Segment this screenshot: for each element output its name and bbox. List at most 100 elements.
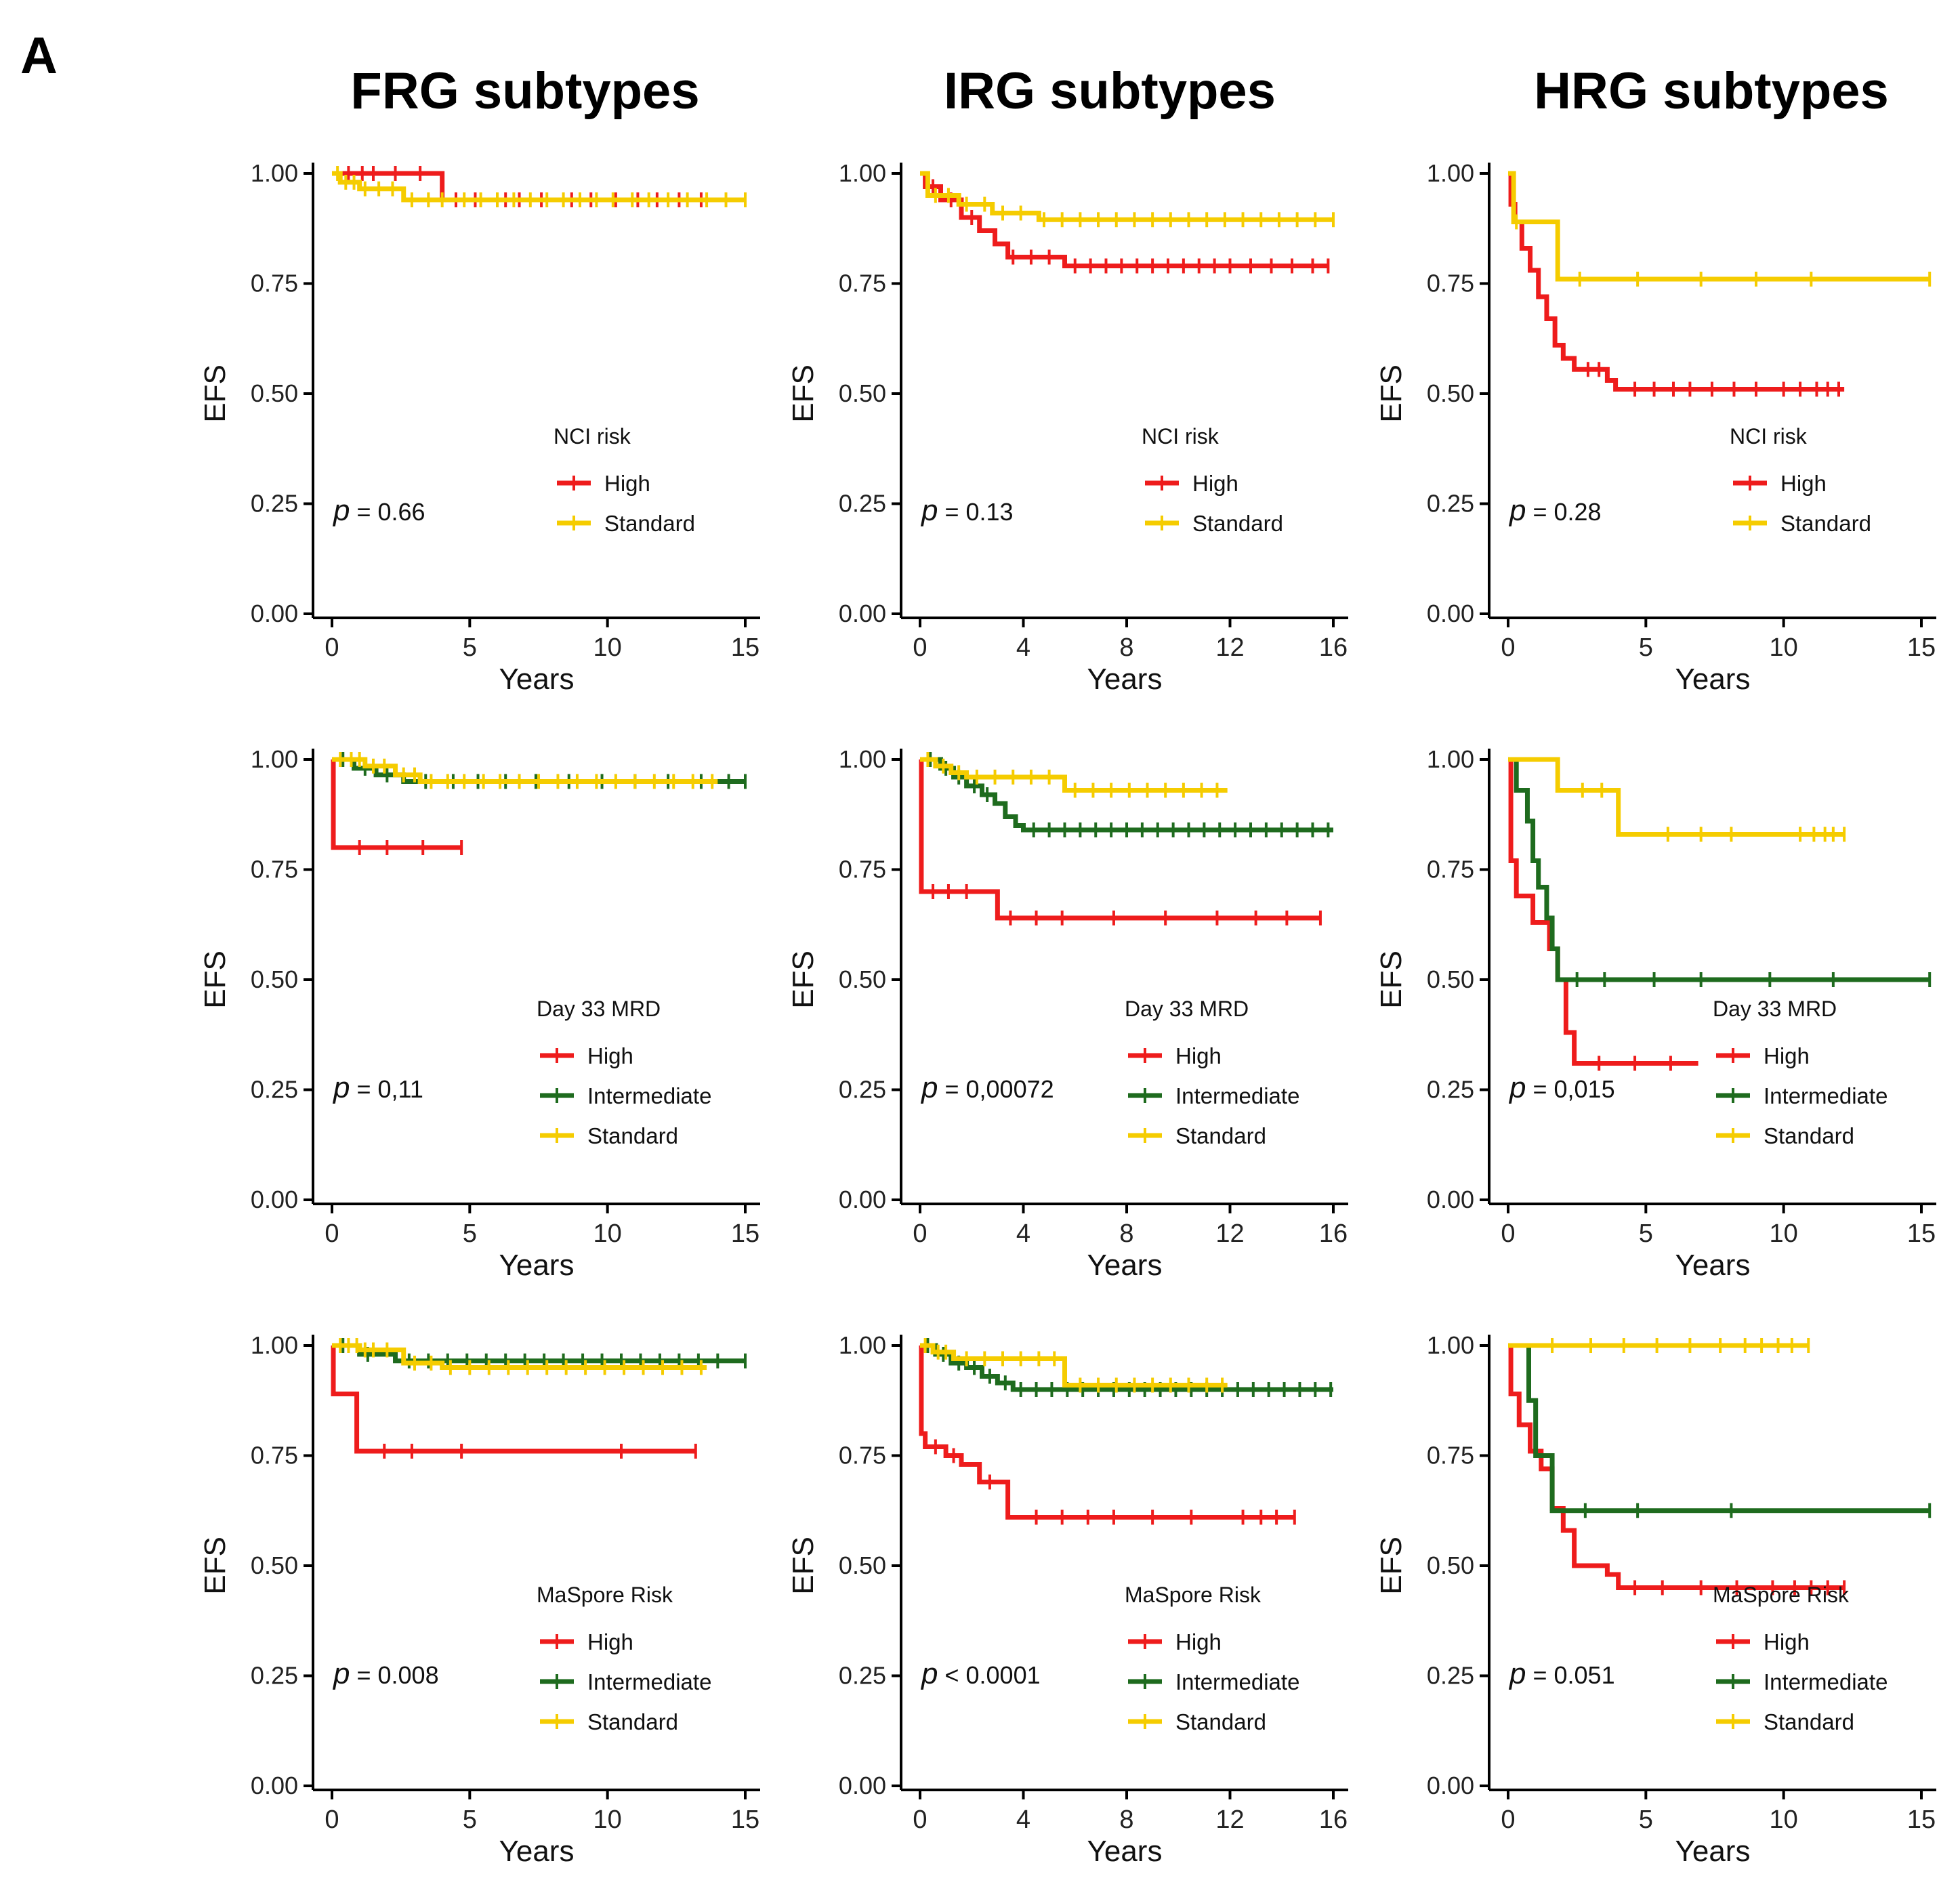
y-tick-label: 0.75 [251,270,298,297]
x-tick-label: 15 [1907,633,1936,662]
x-axis-label: Years [1675,1835,1751,1868]
legend-item-label: Standard [587,1123,678,1148]
x-axis-label: Years [1087,1835,1163,1868]
x-tick-label: 10 [1770,1806,1798,1834]
series-standard [920,1338,1228,1393]
y-tick-label: 0.25 [839,1662,886,1690]
series-standard [1508,171,1932,287]
y-tick-label: 1.00 [839,745,886,773]
legend-item-label: Standard [1175,1123,1266,1148]
legend: Day 33 MRD High Intermediate Standard [537,997,711,1148]
y-tick-label: 1.00 [839,159,886,187]
y-tick-label: 0.50 [251,965,298,993]
series-standard [332,752,718,789]
y-axis-label: EFS [787,1537,820,1595]
legend-item-label: Intermediate [587,1669,711,1694]
y-axis-label: EFS [787,951,820,1009]
legend-item-label: High [1175,1043,1222,1068]
legend-item-label: Standard [587,1709,678,1734]
km-plot-9: 0.00 0.25 0.50 0.75 1.00 0 5 10 15 Years EFS p = 0.… [1375,1331,1936,1868]
y-tick-label: 0.00 [1427,1186,1474,1213]
p-value-label: p = 0,00072 [920,1071,1054,1104]
y-tick-label: 0.25 [1427,1076,1474,1104]
survival-curve [332,757,718,784]
series-high [919,1343,1296,1525]
y-tick-label: 0.00 [839,600,886,627]
legend: Day 33 MRD High Intermediate Standard [1125,997,1299,1148]
y-tick-label: 0.75 [839,270,886,297]
x-tick-label: 16 [1319,1806,1348,1834]
series-standard [1508,1338,1810,1353]
legend-item-label: Intermediate [1764,1083,1888,1108]
y-tick-label: 0.00 [251,600,298,627]
legend: MaSpore Risk High Intermediate Standard [1125,1583,1299,1734]
y-tick-label: 0.50 [251,379,298,407]
y-tick-label: 0.00 [1427,600,1474,627]
p-value: < 0.0001 [938,1661,1040,1689]
y-tick-label: 0.75 [251,856,298,883]
km-plot-3: 0.00 0.25 0.50 0.75 1.00 0 5 10 15 Years EFS p = 0.… [1375,159,1936,696]
legend-item-label: Intermediate [587,1083,711,1108]
x-tick-label: 10 [593,1806,622,1834]
legend-item-label: High [1780,471,1827,496]
y-axis-label: EFS [1375,364,1408,423]
legend-item-label: High [1764,1629,1810,1654]
survival-curve [919,1343,1295,1520]
p-symbol: p [920,1657,938,1690]
legend: Day 33 MRD High Intermediate Standard [1713,997,1888,1148]
x-tick-label: 5 [463,1219,477,1248]
x-tick-label: 15 [731,633,759,662]
x-tick-label: 15 [1907,1806,1936,1834]
survival-curve [1508,757,1698,1066]
x-tick-label: 10 [593,1219,622,1248]
series-standard [332,166,747,207]
legend-item-label: Intermediate [1764,1669,1888,1694]
km-plot-2: 0.00 0.25 0.50 0.75 1.00 0 4 8 12 16 Years EFS p = 0… [787,159,1348,696]
legend-item-label: Intermediate [1175,1083,1299,1108]
column-title-hrg: HRG subtypes [1534,62,1889,120]
y-tick-label: 0.75 [1427,1442,1474,1469]
legend-title: NCI risk [1730,424,1808,448]
p-value: = 0,11 [350,1075,423,1103]
x-tick-label: 5 [1639,633,1653,662]
x-tick-label: 15 [731,1806,759,1834]
x-tick-label: 15 [1907,1219,1936,1248]
y-tick-label: 0.25 [839,490,886,518]
y-tick-label: 0.75 [1427,270,1474,297]
series-intermediate [920,752,1333,837]
y-tick-label: 1.00 [1427,159,1474,187]
x-tick-label: 5 [463,1806,477,1834]
x-tick-label: 0 [913,1806,927,1834]
legend-item-label: High [1175,1629,1222,1654]
legend-item-label: Standard [1780,511,1871,536]
y-tick-label: 0.75 [839,1442,886,1469]
p-value: = 0.051 [1526,1661,1614,1689]
y-tick-label: 0.50 [839,379,886,407]
x-tick-label: 8 [1119,633,1133,662]
y-tick-label: 1.00 [1427,1331,1474,1359]
y-tick-label: 1.00 [251,159,298,187]
survival-curve [920,1343,1228,1387]
y-tick-label: 1.00 [251,745,298,773]
x-tick-label: 5 [463,633,477,662]
legend-item-label: High [1192,471,1238,496]
series-high [1508,757,1698,1071]
x-tick-label: 0 [325,1806,339,1834]
p-symbol: p [332,1071,350,1104]
y-tick-label: 0.25 [251,490,298,518]
x-tick-label: 0 [913,1219,927,1248]
legend-title: MaSpore Risk [537,1583,673,1607]
p-value-label: p = 0.051 [1508,1657,1615,1690]
legend-title: NCI risk [554,424,631,448]
legend-item-label: Standard [604,511,695,536]
p-value: = 0.13 [938,498,1013,526]
legend-title: Day 33 MRD [537,997,661,1021]
survival-curve [1508,1343,1845,1590]
y-axis-label: EFS [1375,951,1408,1009]
legend-item-label: Standard [1764,1123,1854,1148]
x-tick-label: 0 [913,633,927,662]
y-tick-label: 0.50 [1427,1551,1474,1579]
series-intermediate [332,1338,747,1369]
x-tick-label: 12 [1215,633,1244,662]
